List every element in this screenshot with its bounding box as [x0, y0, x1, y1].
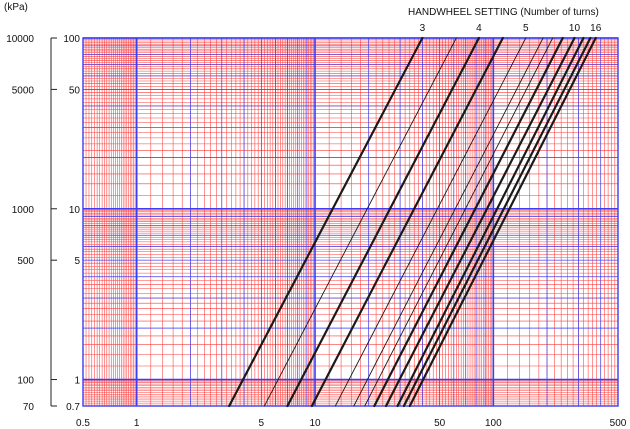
series-label: 3	[420, 23, 426, 34]
x-tick-label: 1	[134, 418, 140, 429]
series-lines	[228, 36, 597, 408]
series-label: 4	[476, 23, 482, 34]
series-line	[373, 36, 564, 408]
series-line	[384, 36, 576, 408]
series-labels: 3 4 5 10 16	[420, 23, 602, 34]
kpa-tick-label: 500	[17, 256, 34, 267]
kpa-tick-label: 5000	[12, 85, 35, 96]
series-line	[228, 36, 424, 408]
x-tick-label: 50	[434, 418, 446, 429]
legend-title: HANDWHEEL SETTING (Number of turns)	[408, 7, 599, 18]
y-tick-label: 100	[63, 34, 80, 45]
plot-background	[83, 38, 618, 406]
minor-grid	[82, 37, 619, 407]
kpa-tick-label: 100	[17, 376, 34, 387]
series-label: 16	[590, 23, 602, 34]
x-tick-label: 5	[259, 418, 265, 429]
kpa-unit-label: (kPa)	[4, 2, 28, 13]
y-tick-label: 50	[69, 85, 81, 96]
series-line	[353, 37, 544, 407]
y-tick-label: 10	[69, 205, 81, 216]
series-line	[396, 36, 585, 408]
y-tick-label: 5	[74, 256, 80, 267]
series-label: 5	[523, 23, 529, 34]
x-tick-label: 100	[485, 418, 502, 429]
kpa-tick-label: 70	[23, 402, 35, 413]
x-tick-label: 500	[610, 418, 627, 429]
series-label: 10	[569, 23, 581, 34]
kpa-tick-label: 1000	[12, 205, 35, 216]
plot-frame	[82, 37, 619, 407]
axis-labels: 0.5 1 5 10 50 100 500 0.7 1 5 10 50 100 70 100 500 1000 5…	[6, 34, 627, 429]
series-line	[334, 37, 527, 407]
series-line	[402, 36, 592, 408]
y-tick-label: 1	[74, 376, 80, 387]
series-line	[263, 37, 457, 407]
series-line	[310, 36, 504, 408]
x-tick-label: 10	[309, 418, 321, 429]
series-line	[364, 37, 554, 407]
x-tick-label: 0.5	[76, 418, 90, 429]
kpa-tick-label: 10000	[6, 34, 34, 45]
series-line	[408, 36, 597, 408]
y-tick-label: 0.7	[66, 402, 80, 413]
major-grid	[82, 37, 619, 407]
series-line	[286, 36, 481, 408]
